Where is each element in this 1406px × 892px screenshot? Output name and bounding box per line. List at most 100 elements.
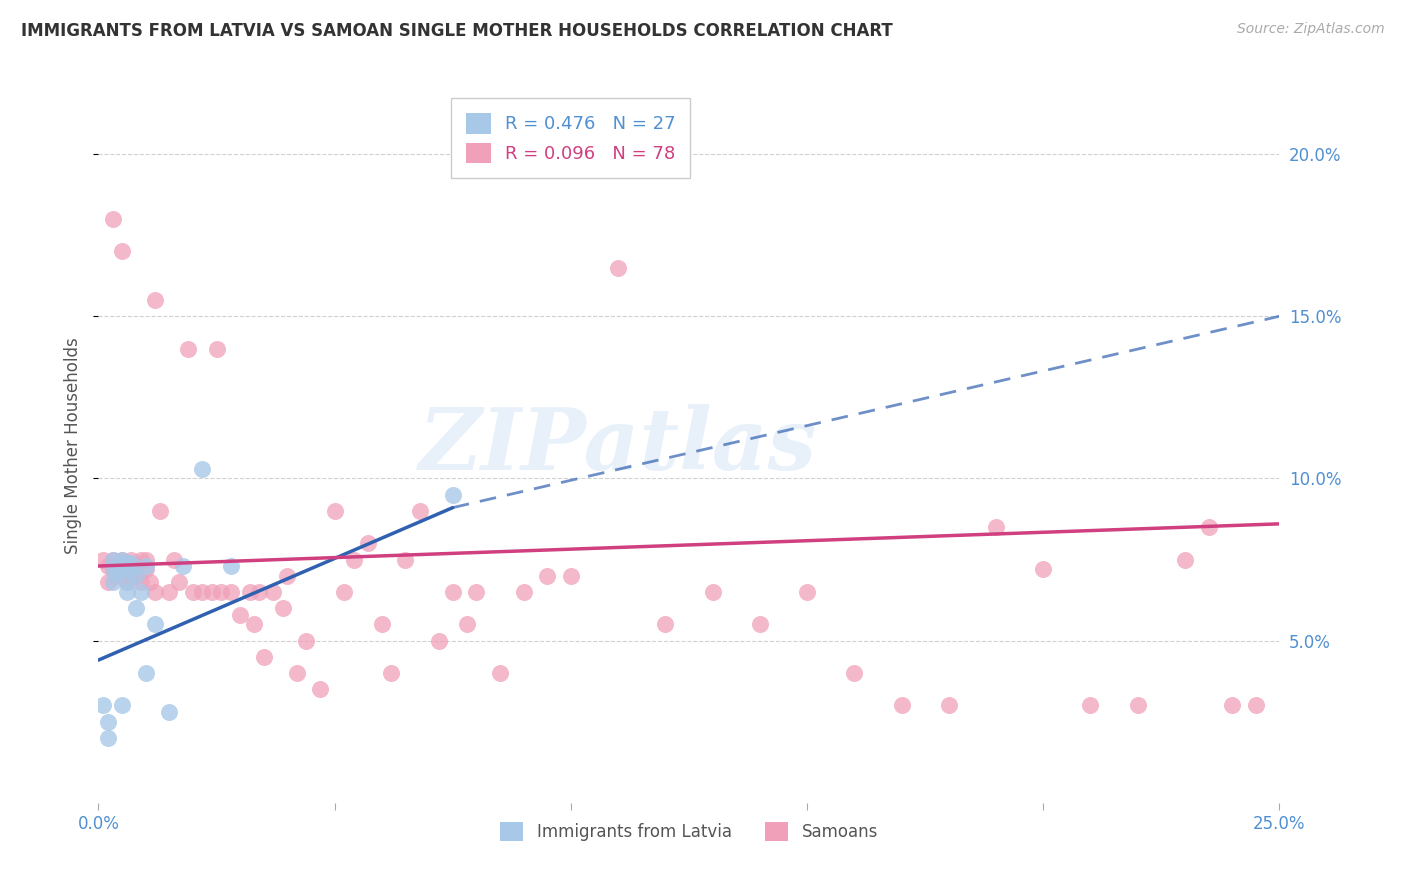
Point bbox=[163, 552, 186, 566]
Point bbox=[285, 666, 308, 681]
Point bbox=[1080, 698, 1102, 713]
Point bbox=[309, 682, 332, 697]
Point bbox=[394, 552, 416, 566]
Point bbox=[101, 562, 124, 576]
Point bbox=[121, 556, 143, 570]
Point bbox=[276, 568, 298, 582]
Point bbox=[342, 552, 364, 566]
Point bbox=[796, 585, 818, 599]
Point bbox=[143, 585, 166, 599]
Point bbox=[101, 562, 124, 576]
Point bbox=[271, 601, 294, 615]
Point bbox=[125, 559, 148, 574]
Point bbox=[1220, 698, 1243, 713]
Point bbox=[1198, 520, 1220, 534]
Point bbox=[97, 714, 120, 729]
Point bbox=[111, 562, 134, 576]
Point bbox=[97, 575, 120, 590]
Point bbox=[129, 575, 152, 590]
Point bbox=[115, 562, 138, 576]
Point bbox=[129, 585, 152, 599]
Point bbox=[111, 698, 134, 713]
Point bbox=[115, 575, 138, 590]
Point bbox=[427, 633, 450, 648]
Point bbox=[512, 585, 534, 599]
Point bbox=[157, 585, 180, 599]
Point bbox=[139, 575, 162, 590]
Point bbox=[229, 607, 252, 622]
Point bbox=[125, 568, 148, 582]
Point bbox=[702, 585, 724, 599]
Point bbox=[111, 244, 134, 259]
Point bbox=[536, 568, 558, 582]
Point bbox=[1032, 562, 1054, 576]
Point bbox=[191, 585, 214, 599]
Point bbox=[748, 617, 770, 632]
Point bbox=[135, 559, 157, 574]
Point bbox=[125, 601, 148, 615]
Point bbox=[121, 568, 143, 582]
Legend: Immigrants from Latvia, Samoans: Immigrants from Latvia, Samoans bbox=[494, 815, 884, 848]
Point bbox=[172, 559, 194, 574]
Point bbox=[201, 585, 224, 599]
Point bbox=[844, 666, 866, 681]
Point bbox=[177, 342, 200, 356]
Point bbox=[101, 575, 124, 590]
Point bbox=[97, 559, 120, 574]
Point bbox=[247, 585, 270, 599]
Point bbox=[984, 520, 1007, 534]
Point bbox=[890, 698, 912, 713]
Point bbox=[149, 504, 172, 518]
Point bbox=[441, 488, 464, 502]
Point bbox=[101, 552, 124, 566]
Point bbox=[105, 566, 128, 580]
Point bbox=[1126, 698, 1149, 713]
Point bbox=[135, 552, 157, 566]
Point bbox=[143, 617, 166, 632]
Text: ZIPatlas: ZIPatlas bbox=[419, 404, 817, 488]
Point bbox=[129, 552, 152, 566]
Point bbox=[371, 617, 394, 632]
Point bbox=[101, 552, 124, 566]
Point bbox=[295, 633, 318, 648]
Point bbox=[101, 211, 124, 226]
Point bbox=[219, 559, 242, 574]
Point bbox=[115, 585, 138, 599]
Point bbox=[262, 585, 284, 599]
Point bbox=[323, 504, 346, 518]
Point bbox=[465, 585, 488, 599]
Point bbox=[219, 585, 242, 599]
Point bbox=[181, 585, 204, 599]
Text: IMMIGRANTS FROM LATVIA VS SAMOAN SINGLE MOTHER HOUSEHOLDS CORRELATION CHART: IMMIGRANTS FROM LATVIA VS SAMOAN SINGLE … bbox=[21, 22, 893, 40]
Text: Source: ZipAtlas.com: Source: ZipAtlas.com bbox=[1237, 22, 1385, 37]
Point bbox=[489, 666, 512, 681]
Point bbox=[938, 698, 960, 713]
Point bbox=[243, 617, 266, 632]
Point bbox=[205, 342, 228, 356]
Point bbox=[125, 568, 148, 582]
Point bbox=[654, 617, 676, 632]
Point bbox=[456, 617, 478, 632]
Point bbox=[167, 575, 190, 590]
Point bbox=[191, 461, 214, 475]
Point bbox=[91, 552, 114, 566]
Point bbox=[1244, 698, 1267, 713]
Point bbox=[105, 568, 128, 582]
Point bbox=[111, 568, 134, 582]
Point bbox=[121, 562, 143, 576]
Point bbox=[115, 575, 138, 590]
Y-axis label: Single Mother Households: Single Mother Households bbox=[65, 338, 83, 554]
Point bbox=[209, 585, 232, 599]
Point bbox=[105, 559, 128, 574]
Point bbox=[91, 698, 114, 713]
Point bbox=[380, 666, 402, 681]
Point bbox=[111, 552, 134, 566]
Point bbox=[441, 585, 464, 599]
Point bbox=[97, 731, 120, 745]
Point bbox=[121, 552, 143, 566]
Point bbox=[239, 585, 262, 599]
Point bbox=[357, 536, 380, 550]
Point bbox=[115, 556, 138, 570]
Point bbox=[560, 568, 582, 582]
Point bbox=[253, 649, 276, 664]
